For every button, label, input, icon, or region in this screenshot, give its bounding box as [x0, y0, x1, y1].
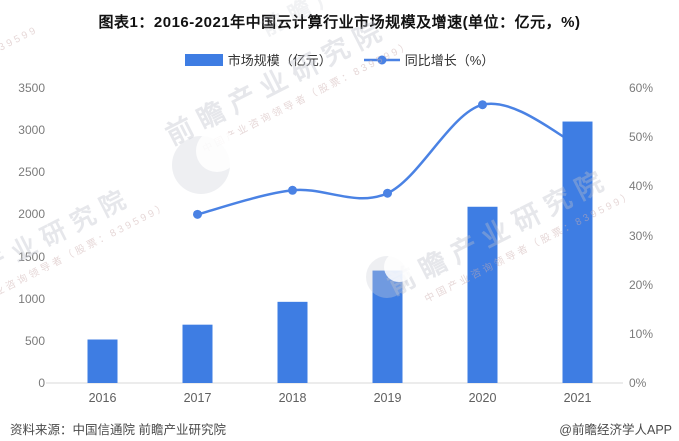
y-axis-left-tick: 1500: [18, 249, 45, 264]
bar-series-swatch-icon: [184, 53, 223, 66]
y-axis-left-tick: 0: [38, 376, 45, 390]
market-size-bar: [87, 339, 118, 383]
growth-line-point: [193, 209, 202, 219]
data-source-note: 资料来源：中国信通院 前瞻产业研究院: [10, 423, 226, 437]
x-axis-category-label: 2019: [373, 391, 402, 405]
legend-item-label: 同比增长（%）: [404, 53, 495, 68]
legend-item-market-size[interactable]: 市场规模（亿元）: [184, 50, 332, 69]
x-axis-category-label: 2016: [88, 391, 117, 405]
growth-line: [197, 102, 579, 216]
market-size-bar: [467, 206, 498, 383]
x-axis-category-label: 2020: [468, 391, 497, 405]
credit-note: @前瞻经济学人APP: [559, 423, 672, 437]
y-axis-left-tick: 500: [24, 333, 45, 348]
y-axis-right-tick: 60%: [629, 81, 654, 95]
y-axis-right-tick: 50%: [629, 130, 654, 145]
y-axis-right-tick: 40%: [629, 179, 654, 194]
market-size-bar: [562, 121, 593, 383]
growth-line-point: [288, 185, 297, 195]
y-axis-left-tick: 3500: [18, 81, 45, 95]
market-size-bar: [372, 270, 403, 383]
y-axis-left-tick: 1000: [18, 291, 45, 306]
growth-line-point: [383, 188, 392, 198]
y-axis-right-tick: 30%: [629, 228, 654, 243]
legend-item-growth-rate[interactable]: 同比增长（%）: [363, 50, 495, 69]
legend-item-label: 市场规模（亿元）: [227, 53, 332, 68]
y-axis-left-tick: 3000: [18, 123, 45, 138]
y-axis-right-tick: 20%: [629, 277, 654, 292]
x-axis-category-label: 2018: [278, 391, 307, 405]
x-axis-category-label: 2021: [563, 391, 592, 405]
chart-legend: 市场规模（亿元） 同比增长（%）: [0, 50, 679, 69]
x-axis-category-label: 2017: [183, 391, 212, 405]
y-axis-left-tick: 2500: [18, 165, 45, 180]
growth-line-point: [478, 100, 487, 110]
market-size-bar: [277, 301, 308, 383]
y-axis-left-tick: 2000: [18, 207, 45, 222]
chart-title: 图表1：2016-2021年中国云计算行业市场规模及增速(单位：亿元，%): [98, 14, 581, 31]
y-axis-right-tick: 0%: [629, 376, 647, 390]
market-size-bar: [182, 324, 213, 383]
line-series-marker-icon: [363, 55, 400, 64]
y-axis-right-tick: 10%: [629, 326, 654, 341]
